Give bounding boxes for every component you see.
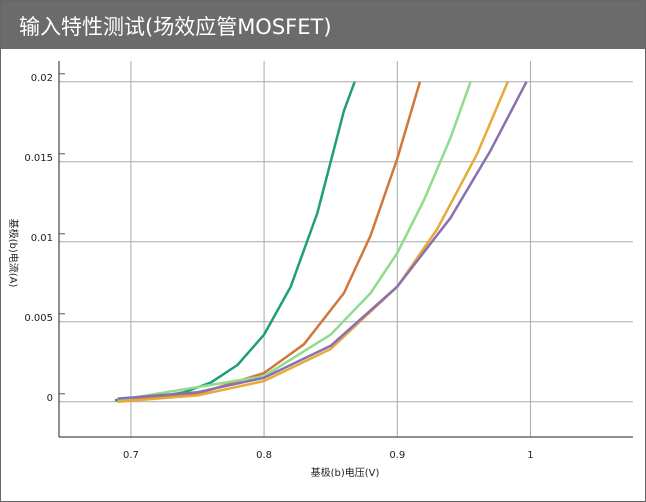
y-tick-label: 0.02: [31, 73, 53, 84]
line-series: [117, 81, 472, 402]
x-tick-label: 1: [527, 450, 533, 461]
y-tick-label: 0.01: [31, 233, 53, 244]
header: [1, 1, 645, 49]
y-tick-label: 0.005: [24, 313, 53, 324]
y-axis-label: 基极(b)电流(A): [7, 219, 20, 288]
x-axis-label: 基极(b)电压(V): [311, 466, 380, 479]
line-series: [117, 81, 528, 400]
x-tick-label: 0.9: [389, 450, 405, 461]
y-tick-label: 0.015: [24, 153, 53, 164]
x-tick-label: 0.7: [123, 450, 139, 461]
y-tick-label: 0: [47, 393, 53, 404]
line-series: [117, 81, 422, 402]
chart-title: 输入特性测试(场效应管MOSFET): [19, 15, 332, 39]
x-tick-label: 0.8: [256, 450, 272, 461]
